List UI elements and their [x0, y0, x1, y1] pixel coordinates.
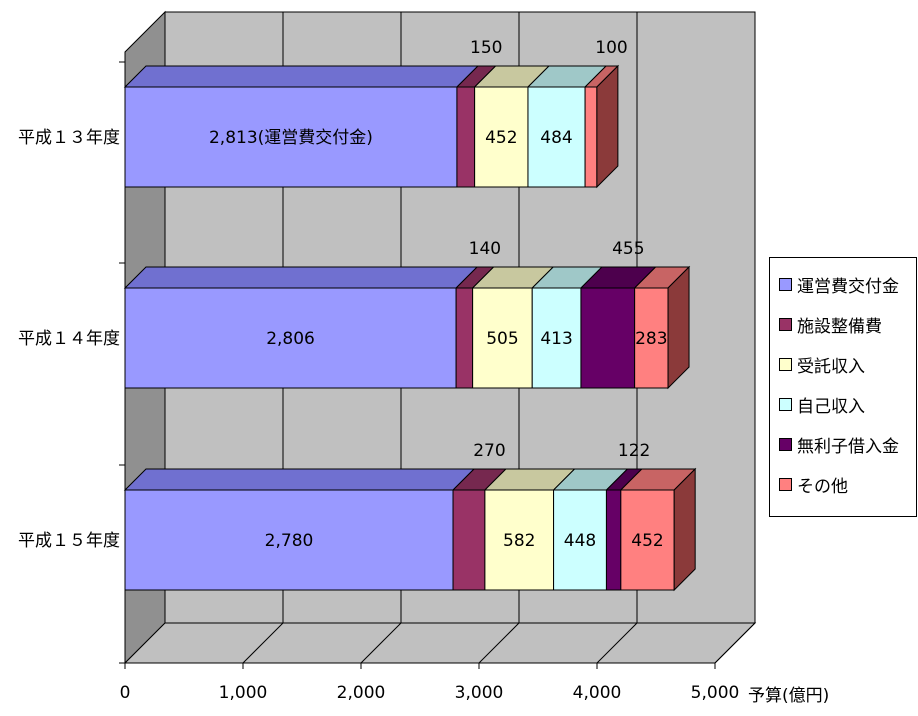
data-label: 452: [485, 128, 517, 148]
legend-label: その他: [797, 476, 848, 497]
bar-segment: [553, 489, 607, 591]
legend-item: 自己収入: [779, 386, 865, 422]
data-label: 2,806: [266, 329, 315, 349]
legend-label: 受託収入: [797, 356, 865, 377]
data-label: 452: [631, 531, 663, 551]
data-label: 122: [618, 441, 650, 461]
data-label: 448: [564, 531, 596, 551]
x-tick-label: 4,000: [573, 683, 622, 703]
legend-label: 運営費交付金: [797, 276, 899, 297]
x-tick-label: 3,000: [455, 683, 504, 703]
bar-segment: [527, 86, 586, 188]
legend-swatch: [779, 317, 792, 331]
x-tick-label: 1,000: [219, 683, 268, 703]
data-label: 484: [540, 128, 572, 148]
data-label: 150: [470, 38, 502, 58]
category-label: 平成１４年度: [18, 329, 120, 349]
bar-segment: [124, 489, 454, 591]
bar-segment: [472, 287, 533, 389]
x-tick-label: 2,000: [337, 683, 386, 703]
floor-gridline: [360, 622, 402, 664]
legend-swatch: [779, 397, 792, 411]
legend-label: 自己収入: [797, 396, 865, 417]
data-label: 140: [469, 239, 501, 259]
legend-swatch: [779, 357, 792, 371]
legend-item: 無利子借入金: [779, 426, 899, 462]
chart-labels: 平成１３年度 2,813(運営費交付金) 150 452 484 100 平成１４年度 2,8…: [18, 38, 668, 551]
x-tick-label: 0: [120, 683, 131, 703]
data-label: 413: [540, 329, 572, 349]
data-label: 100: [595, 38, 627, 58]
bar-segment: [605, 489, 622, 591]
bar-segment-top: [123, 468, 476, 491]
floor-gridline: [596, 622, 638, 664]
chart-axes: 0 1,000 2,000 3,000 4,000 5,000 予算(億円): [119, 52, 829, 706]
x-axis-title: 予算(億円): [748, 686, 829, 706]
legend-label: 施設整備費: [797, 316, 882, 337]
legend-item: その他: [779, 466, 848, 502]
data-label: 582: [503, 531, 535, 551]
bar-segment: [452, 489, 486, 591]
bar-segment: [580, 287, 636, 389]
bar-segment-top: [123, 65, 480, 88]
data-label: 2,780: [265, 531, 314, 551]
bar-segment: [456, 86, 476, 188]
data-label: 270: [473, 441, 505, 461]
bar-segment-side: [596, 64, 619, 189]
data-label: 505: [486, 329, 518, 349]
category-label: 平成１３年度: [18, 128, 120, 148]
bar-segment: [455, 287, 474, 389]
bar-segment: [620, 489, 675, 591]
legend-item: 受託収入: [779, 346, 865, 382]
legend-swatch: [779, 277, 792, 291]
legend-item: 運営費交付金: [779, 266, 899, 302]
floor-gridline: [714, 622, 756, 664]
bar-segment: [484, 489, 555, 591]
category-label: 平成１５年度: [18, 531, 120, 551]
bar-segment-top: [123, 266, 479, 289]
floor-gridline: [478, 622, 520, 664]
data-label: 2,813(運営費交付金): [209, 128, 373, 148]
x-tick-label: 5,000: [691, 683, 740, 703]
floor-gridline: [242, 622, 284, 664]
chart-legend: 運営費交付金 施設整備費受託収入自己収入無利子借入金 その他: [769, 257, 917, 517]
bar-segment: [474, 86, 529, 188]
legend-swatch: [779, 477, 792, 491]
legend-swatch: [779, 437, 792, 451]
bar-segment: [584, 86, 598, 188]
data-label: 455: [612, 239, 644, 259]
bar-segment-side: [673, 467, 696, 592]
data-label: 283: [635, 329, 667, 349]
legend-item: 施設整備費: [779, 306, 882, 342]
floor: [123, 622, 757, 664]
legend-label: 無利子借入金: [797, 436, 899, 457]
bar-segment: [124, 287, 457, 389]
bar-segment-side: [667, 265, 690, 390]
